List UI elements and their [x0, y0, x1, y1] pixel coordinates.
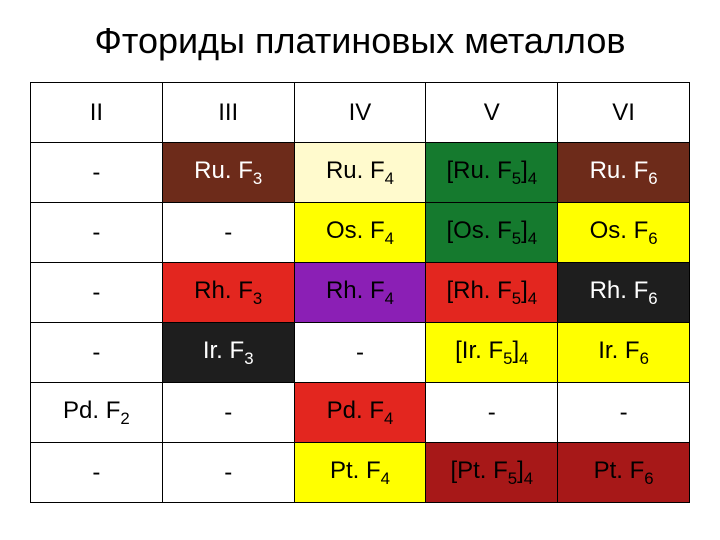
- col-header: II: [31, 83, 163, 143]
- page-title: Фториды платиновых металлов: [30, 20, 690, 62]
- fluoride-table: II III IV V VI - Ru. F3 Ru. F4 [Ru. F5]4…: [30, 82, 690, 503]
- col-header: III: [162, 83, 294, 143]
- cell: -: [162, 383, 294, 443]
- table-row: - - Os. F4 [Os. F5]4 Os. F6: [31, 203, 690, 263]
- cell: Os. F4: [294, 203, 426, 263]
- cell: -: [31, 323, 163, 383]
- table-row: - - Pt. F4 [Pt. F5]4 Pt. F6: [31, 443, 690, 503]
- cell: Ru. F3: [162, 143, 294, 203]
- cell: Pd. F2: [31, 383, 163, 443]
- cell: [Ir. F5]4: [426, 323, 558, 383]
- cell: -: [162, 203, 294, 263]
- cell: -: [162, 443, 294, 503]
- cell: Pt. F4: [294, 443, 426, 503]
- table-row: - Ir. F3 - [Ir. F5]4 Ir. F6: [31, 323, 690, 383]
- cell: -: [31, 443, 163, 503]
- cell: Ir. F6: [558, 323, 690, 383]
- cell: Ru. F4: [294, 143, 426, 203]
- cell: Pd. F4: [294, 383, 426, 443]
- cell: Ir. F3: [162, 323, 294, 383]
- cell: Ru. F6: [558, 143, 690, 203]
- col-header: VI: [558, 83, 690, 143]
- table-row: Pd. F2 - Pd. F4 - -: [31, 383, 690, 443]
- cell: Rh. F4: [294, 263, 426, 323]
- table-row: - Rh. F3 Rh. F4 [Rh. F5]4 Rh. F6: [31, 263, 690, 323]
- cell: -: [558, 383, 690, 443]
- table-row: - Ru. F3 Ru. F4 [Ru. F5]4 Ru. F6: [31, 143, 690, 203]
- cell: Rh. F3: [162, 263, 294, 323]
- col-header: IV: [294, 83, 426, 143]
- cell: [Os. F5]4: [426, 203, 558, 263]
- cell: Os. F6: [558, 203, 690, 263]
- cell: -: [31, 143, 163, 203]
- cell: -: [294, 323, 426, 383]
- table-header-row: II III IV V VI: [31, 83, 690, 143]
- cell: -: [31, 263, 163, 323]
- col-header: V: [426, 83, 558, 143]
- cell: Pt. F6: [558, 443, 690, 503]
- cell: [Rh. F5]4: [426, 263, 558, 323]
- cell: -: [426, 383, 558, 443]
- cell: -: [31, 203, 163, 263]
- cell: [Pt. F5]4: [426, 443, 558, 503]
- cell: Rh. F6: [558, 263, 690, 323]
- cell: [Ru. F5]4: [426, 143, 558, 203]
